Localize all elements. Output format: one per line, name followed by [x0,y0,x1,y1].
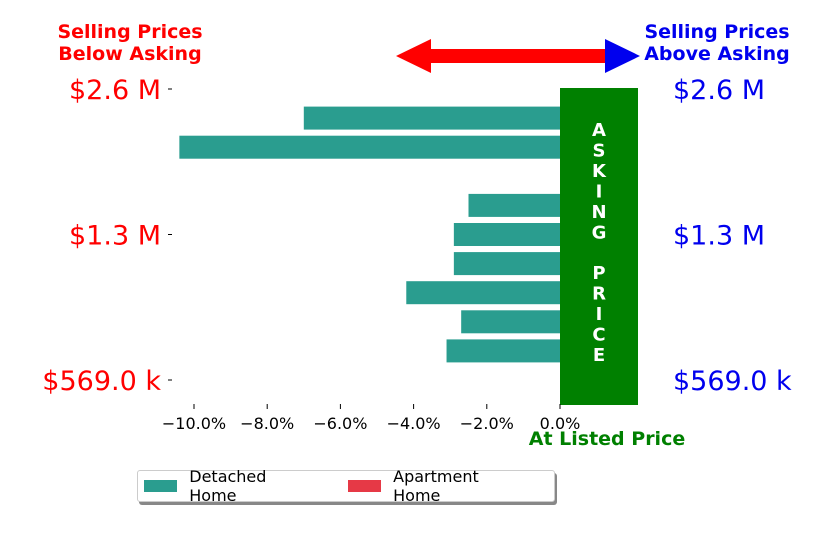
x-tick-label: −4.0% [387,414,441,433]
asking-price-letter: C [592,325,605,346]
y-axis-right: $569.0 k $1.3 M $2.6 M [673,75,792,397]
x-axis: −10.0% −8.0% −6.0% −4.0% −2.0% 0.0% [162,404,580,433]
y-right-tick-label: $1.3 M [673,221,765,252]
x-tick-label: −6.0% [313,414,367,433]
arrow-left-head [396,39,431,73]
header-above-asking: Selling Prices Above Asking [627,21,807,65]
asking-price-letter: P [592,263,605,284]
header-below-line1: Selling Prices [57,21,203,43]
asking-price-letter: I [596,182,603,203]
legend-swatch-detached [144,480,178,492]
x-tick-label: 0.0% [540,414,581,433]
asking-price-letter: G [592,223,607,244]
y-right-tick-label: $2.6 M [673,75,765,106]
double-arrow-icon [396,39,640,73]
asking-price-letter: N [591,202,606,223]
y-left-tick-label: $569.0 k [42,366,161,397]
x-tick-label: −2.0% [460,414,514,433]
bar-detached-3 [453,252,560,276]
asking-price-rect [560,88,638,405]
y-left-tick-label: $2.6 M [69,75,161,106]
header-below-line2: Below Asking [58,43,202,65]
legend-label-detached: Detached Home [189,467,267,505]
bars-layer [179,106,604,392]
header-above-line1: Selling Prices [644,21,790,43]
asking-price-letter: R [592,284,606,305]
legend-swatch-apartment [347,480,382,492]
bar-detached-5 [468,193,560,217]
y-left-tick-label: $1.3 M [69,221,161,252]
bar-detached-8 [303,106,560,130]
x-tick-label: −10.0% [162,414,226,433]
header-above-line2: Above Asking [644,43,790,65]
bar-detached-4 [453,223,560,246]
legend-label-apartment: Apartment Home [393,467,479,505]
legend-item-apartment: Apartment Home [347,467,528,505]
at-listed-price-label: At Listed Price [529,428,685,450]
legend-item-detached: Detached Home [144,467,316,505]
y-axis-left: $569.0 k $1.3 M $2.6 M [42,75,172,397]
x-tick-label: −8.0% [240,414,294,433]
asking-price-letter: K [592,161,607,182]
bar-detached-1 [461,310,560,334]
asking-price-letter: E [593,345,605,366]
arrow-right-head [605,39,640,73]
arrow-shaft [428,49,610,63]
bar-detached-0 [446,339,560,363]
legend: Detached Home Apartment Home [137,467,555,505]
header-below-asking: Selling Prices Below Asking [40,21,220,65]
bar-detached-2 [406,281,560,305]
bar-detached-7 [179,135,561,159]
asking-price-letter: A [592,120,606,141]
y-right-tick-label: $569.0 k [673,366,792,397]
asking-price-letter: S [593,141,606,162]
asking-price-letter: I [596,304,603,325]
